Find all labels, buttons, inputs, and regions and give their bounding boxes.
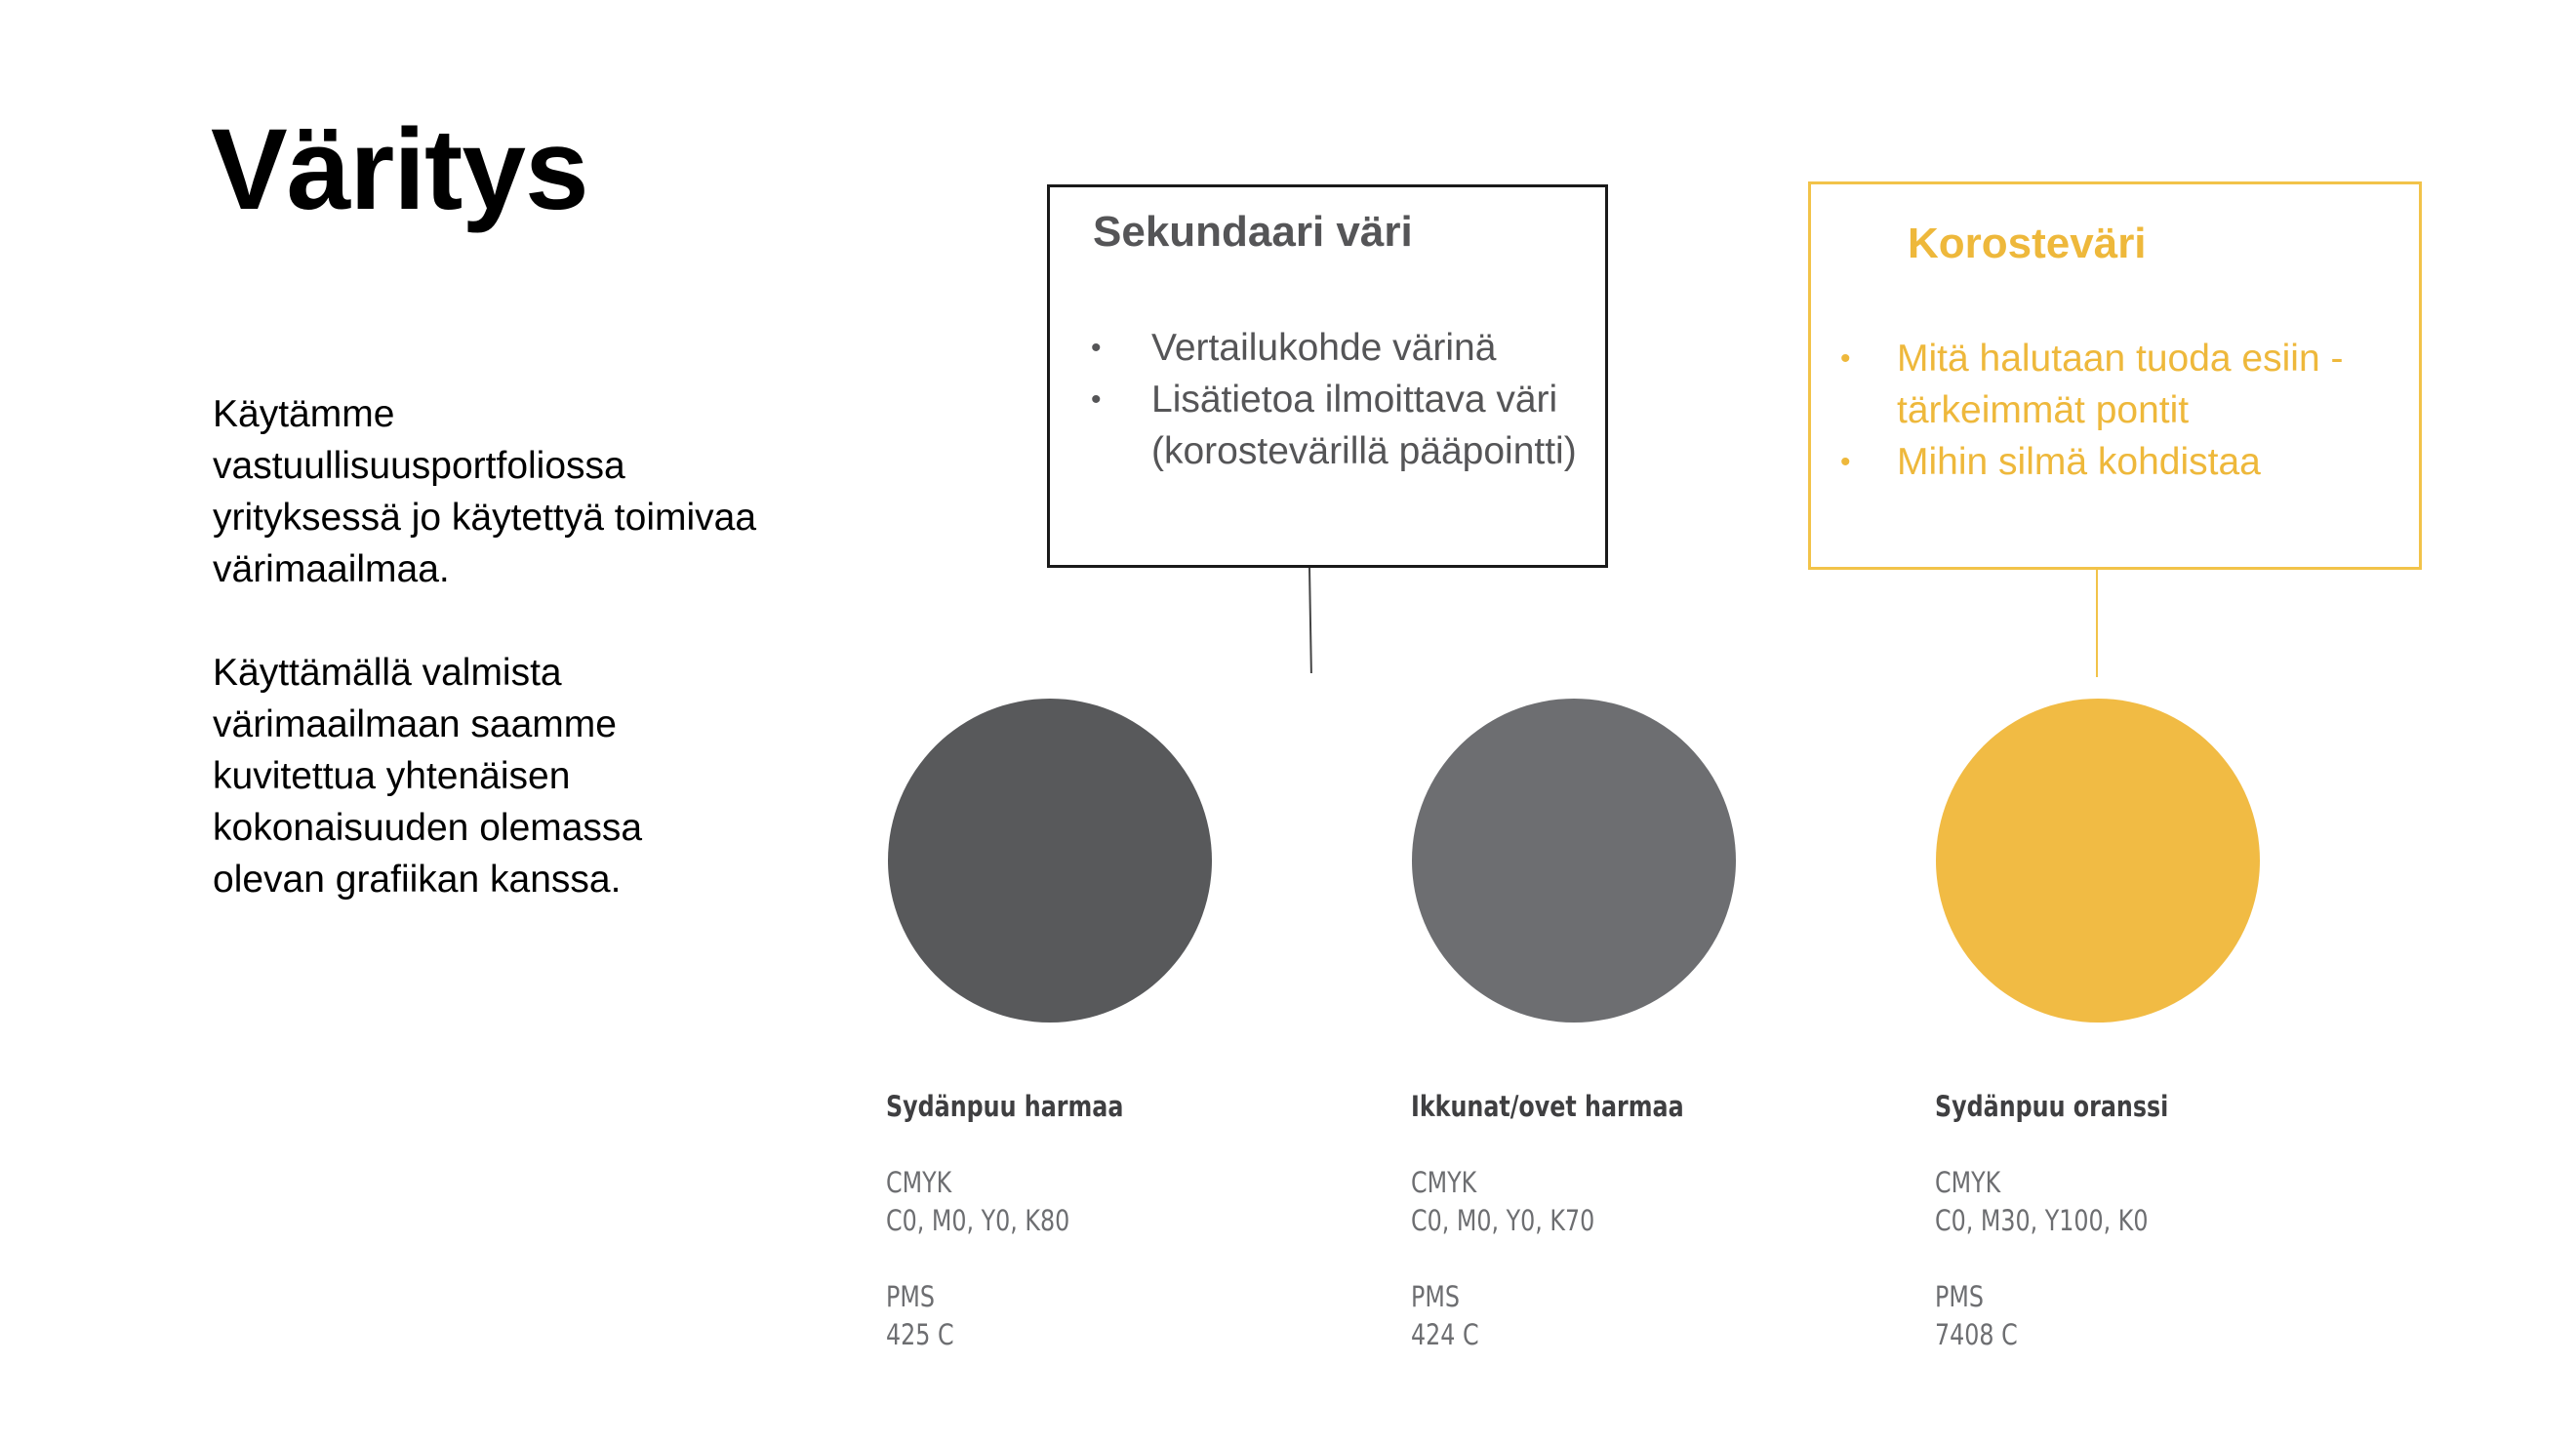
secondary-color-item-text: Lisätietoa ilmoittava väri (korosteväril… bbox=[1151, 379, 1577, 472]
pms-label: PMS bbox=[1935, 1280, 1984, 1313]
color-name: Sydänpuu harmaa bbox=[886, 1090, 1124, 1123]
color-name: Ikkunat/ovet harmaa bbox=[1411, 1090, 1684, 1123]
accent-color-heading: Korosteväri bbox=[1908, 220, 2147, 267]
color-swatch-sydanpuu-harmaa bbox=[888, 699, 1212, 1023]
pms-value: 424 C bbox=[1411, 1318, 1479, 1351]
color-name: Sydänpuu oranssi bbox=[1935, 1090, 2169, 1123]
secondary-color-callout: Sekundaari väri • Vertailukohde värinä •… bbox=[1047, 184, 1608, 568]
cmyk-label: CMYK bbox=[1411, 1166, 1477, 1199]
secondary-color-item: • Vertailukohde värinä bbox=[1091, 322, 1579, 374]
accent-color-item: • Mihin silmä kohdistaa bbox=[1840, 436, 2406, 488]
secondary-color-item-text: Vertailukohde värinä bbox=[1151, 327, 1497, 369]
color-swatch-ikkunat-ovet-harmaa bbox=[1412, 699, 1736, 1023]
secondary-color-list: • Vertailukohde värinä • Lisätietoa ilmo… bbox=[1091, 322, 1579, 477]
intro-text: Käytämme vastuullisuusportfoliossa yrity… bbox=[213, 388, 759, 957]
pms-value: 7408 C bbox=[1935, 1318, 2018, 1351]
secondary-color-item: • Lisätietoa ilmoittava väri (korostevär… bbox=[1091, 374, 1579, 477]
pms-value: 425 C bbox=[886, 1318, 954, 1351]
bullet-icon: • bbox=[1091, 383, 1102, 416]
slide-title: Väritys bbox=[211, 105, 589, 234]
bullet-icon: • bbox=[1091, 332, 1102, 364]
cmyk-value: C0, M0, Y0, K70 bbox=[1411, 1204, 1595, 1237]
bullet-icon: • bbox=[1840, 446, 1851, 478]
color-swatch-sydanpuu-oranssi bbox=[1936, 699, 2260, 1023]
cmyk-value: C0, M0, Y0, K80 bbox=[886, 1204, 1070, 1237]
accent-color-item-text: Mitä halutaan tuoda esiin - tärkeimmät p… bbox=[1897, 338, 2344, 431]
cmyk-value: C0, M30, Y100, K0 bbox=[1935, 1204, 2149, 1237]
color-spec-sydanpuu-oranssi: Sydänpuu oranssi CMYK C0, M30, Y100, K0 … bbox=[1935, 1088, 2168, 1392]
pms-label: PMS bbox=[1411, 1280, 1460, 1313]
bullet-icon: • bbox=[1840, 342, 1851, 375]
cmyk-label: CMYK bbox=[1935, 1166, 2001, 1199]
secondary-connector-line bbox=[1308, 567, 1312, 674]
secondary-color-heading: Sekundaari väri bbox=[1093, 208, 1413, 256]
intro-paragraph-1: Käytämme vastuullisuusportfoliossa yrity… bbox=[213, 393, 757, 590]
cmyk-label: CMYK bbox=[886, 1166, 952, 1199]
accent-color-callout: Korosteväri • Mitä halutaan tuoda esiin … bbox=[1808, 181, 2422, 570]
color-spec-ikkunat-ovet-harmaa: Ikkunat/ovet harmaa CMYK C0, M0, Y0, K70… bbox=[1411, 1088, 1684, 1392]
pms-label: PMS bbox=[886, 1280, 935, 1313]
intro-paragraph-2: Käyttämällä valmista värimaailmaan saamm… bbox=[213, 652, 643, 901]
accent-color-item: • Mitä halutaan tuoda esiin - tärkeimmät… bbox=[1840, 333, 2406, 436]
accent-color-item-text: Mihin silmä kohdistaa bbox=[1897, 441, 2261, 483]
accent-connector-line bbox=[2096, 570, 2098, 677]
color-spec-sydanpuu-harmaa: Sydänpuu harmaa CMYK C0, M0, Y0, K80 PMS… bbox=[886, 1088, 1123, 1392]
accent-color-list: • Mitä halutaan tuoda esiin - tärkeimmät… bbox=[1840, 333, 2406, 488]
